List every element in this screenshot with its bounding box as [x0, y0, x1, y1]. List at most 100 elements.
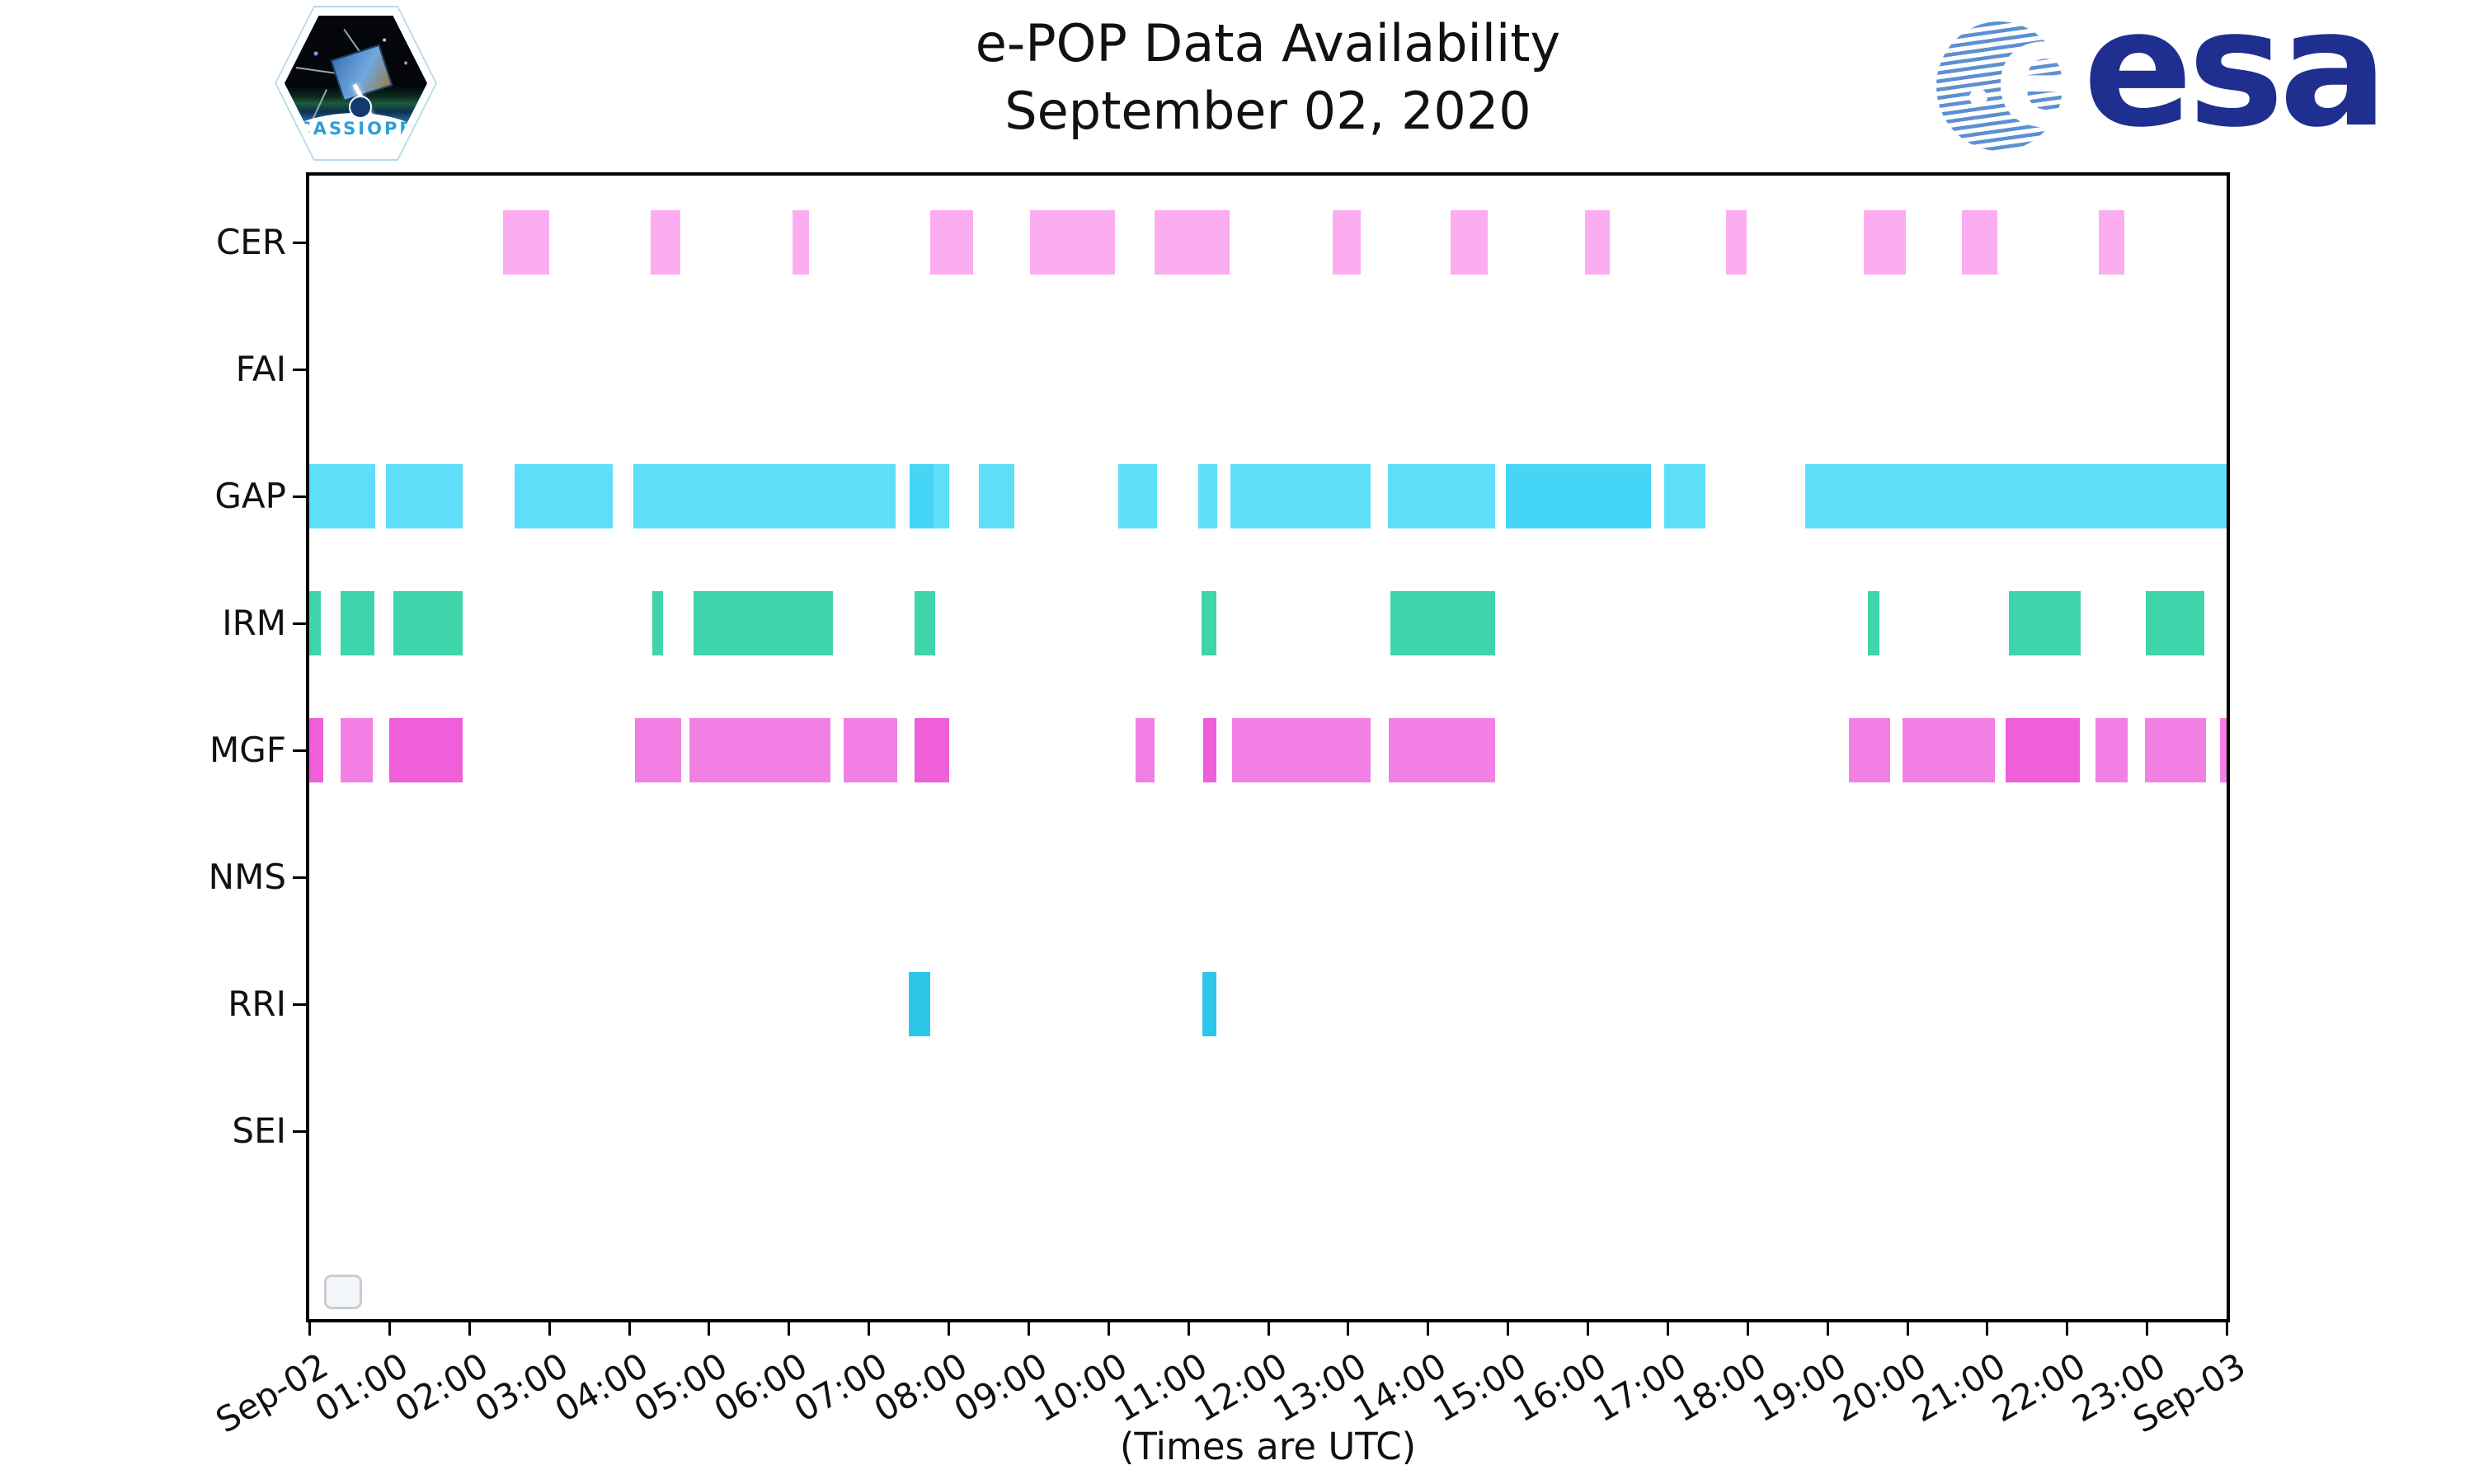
x-tick — [1906, 1319, 1909, 1336]
x-tick — [1187, 1319, 1190, 1336]
y-label-nms: NMS — [208, 857, 286, 897]
x-tick — [1826, 1319, 1829, 1336]
availability-bar-gap — [1506, 464, 1651, 528]
x-tick — [1107, 1319, 1110, 1336]
x-tick — [388, 1319, 391, 1336]
availability-bar-mgf — [309, 718, 324, 782]
y-label-rri: RRI — [228, 984, 286, 1024]
availability-bar-irm — [651, 591, 664, 655]
esa-globe-icon: e — [1936, 0, 2095, 151]
availability-bar-mgf — [2220, 718, 2227, 782]
availability-bar-gap — [978, 464, 1015, 528]
x-tick — [2146, 1319, 2149, 1336]
availability-bar-cer — [2099, 210, 2124, 275]
esa-globe-dot-icon — [1968, 88, 1987, 106]
x-tick — [628, 1319, 631, 1336]
availability-bar-mgf — [1902, 718, 1996, 782]
x-tick — [948, 1319, 950, 1336]
availability-bar-mgf — [2095, 718, 2128, 782]
availability-bar-irm — [393, 591, 463, 655]
availability-bar-cer — [1585, 210, 1611, 275]
availability-bar-gap — [1118, 464, 1157, 528]
availability-bar-irm — [340, 591, 375, 655]
x-tick — [788, 1319, 791, 1336]
x-tick — [548, 1319, 551, 1336]
availability-bar-gap — [1804, 464, 2227, 528]
x-tick — [1027, 1319, 1030, 1336]
availability-bar-irm — [2146, 591, 2204, 655]
x-tick — [2226, 1319, 2228, 1336]
y-tick — [293, 749, 309, 752]
availability-bar-mgf — [2145, 718, 2206, 782]
availability-bar-cer — [793, 210, 810, 275]
availability-bar-gap — [909, 464, 934, 528]
y-tick — [293, 369, 309, 371]
availability-bar-cer — [1154, 210, 1230, 275]
availability-bar-mgf — [635, 718, 682, 782]
availability-bar-irm — [693, 591, 833, 655]
availability-bar-mgf — [1231, 718, 1371, 782]
y-tick — [293, 495, 309, 498]
y-tick — [293, 876, 309, 879]
title-line1: e-POP Data Availability — [975, 13, 1561, 73]
availability-bar-irm — [1390, 591, 1495, 655]
availability-bar-irm — [309, 591, 321, 655]
availability-bar-rri — [1202, 972, 1216, 1036]
availability-bar-cer — [1864, 210, 1906, 275]
availability-bar-cer — [650, 210, 680, 275]
esa-logo: e esa — [1936, 0, 2388, 155]
availability-bar-gap — [1198, 464, 1217, 528]
availability-bar-gap — [1230, 464, 1371, 528]
availability-bar-gap — [386, 464, 463, 528]
availability-bar-cer — [929, 210, 974, 275]
availability-bar-gap — [933, 464, 949, 528]
title-line2: September 02, 2020 — [1004, 81, 1531, 141]
x-tick — [1507, 1319, 1510, 1336]
availability-bar-mgf — [844, 718, 897, 782]
availability-bar-mgf — [340, 718, 373, 782]
plot-bars-layer — [309, 176, 2227, 1319]
y-label-gap: GAP — [214, 476, 286, 516]
availability-bar-mgf — [915, 718, 949, 782]
availability-bar-irm — [915, 591, 935, 655]
x-tick — [2066, 1319, 2069, 1336]
availability-bar-cer — [1332, 210, 1361, 275]
page-title: e-POP Data Availability September 02, 20… — [309, 10, 2227, 145]
x-tick — [1427, 1319, 1430, 1336]
y-label-mgf: MGF — [209, 730, 286, 770]
y-tick — [293, 242, 309, 244]
availability-bar-cer — [503, 210, 549, 275]
y-label-irm: IRM — [222, 603, 286, 643]
x-tick — [1587, 1319, 1589, 1336]
availability-bar-mgf — [1848, 718, 1891, 782]
y-tick — [293, 622, 309, 625]
availability-bar-irm — [1868, 591, 1879, 655]
availability-bar-gap — [309, 464, 376, 528]
availability-bar-mgf — [2005, 718, 2080, 782]
availability-bar-mgf — [1203, 718, 1216, 782]
legend-placeholder-box — [324, 1275, 362, 1309]
availability-bar-mgf — [1135, 718, 1155, 782]
x-tick — [468, 1319, 471, 1336]
y-label-sei: SEI — [232, 1111, 286, 1151]
y-label-fai: FAI — [235, 349, 286, 389]
availability-bar-gap — [1664, 464, 1706, 528]
availability-bar-gap — [1387, 464, 1495, 528]
x-tick — [1347, 1319, 1350, 1336]
x-tick — [1666, 1319, 1669, 1336]
availability-chart — [306, 172, 2230, 1322]
patch-artwork: CASSIOPE — [285, 16, 427, 151]
availability-bar-irm — [2008, 591, 2081, 655]
availability-bar-mgf — [1388, 718, 1495, 782]
x-tick — [1267, 1319, 1270, 1336]
x-tick — [1746, 1319, 1749, 1336]
availability-bar-gap — [633, 464, 896, 528]
cassiope-mission-patch: CASSIOPE — [275, 6, 437, 161]
esa-e-glyph: e — [1994, 0, 2096, 161]
availability-bar-cer — [1725, 210, 1747, 275]
x-tick — [708, 1319, 711, 1336]
availability-bar-rri — [908, 972, 930, 1036]
availability-bar-cer — [1451, 210, 1488, 275]
x-tick — [868, 1319, 871, 1336]
